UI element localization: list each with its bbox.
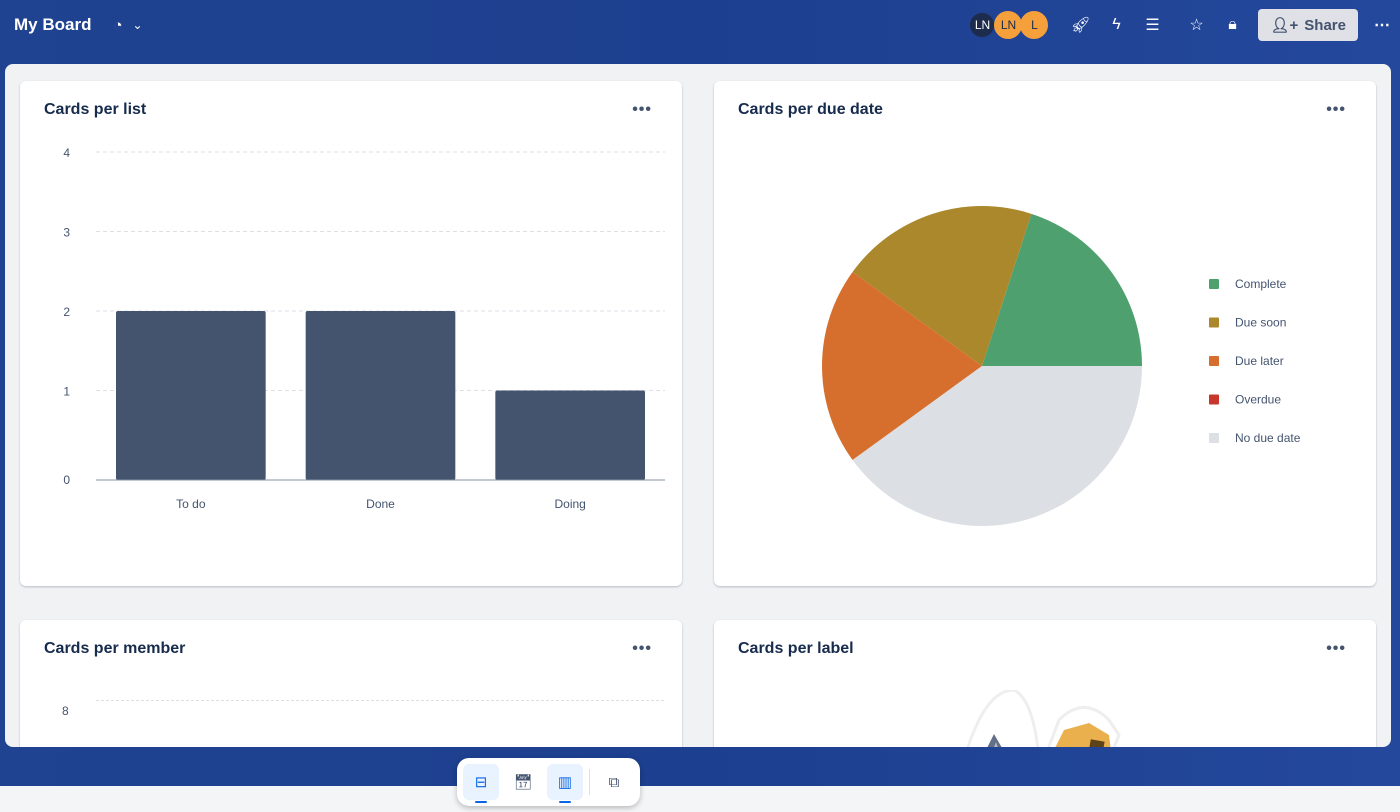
divider	[589, 769, 590, 795]
board-header: My Board ◔ ⌄ LN LN L 🚀︎ ϟ ☰ ☆ 🔒︎ 👤︎+ Shar…	[0, 0, 1400, 50]
legend-swatch	[1209, 433, 1219, 443]
legend-label: Due later	[1235, 354, 1284, 368]
legend-swatch	[1209, 279, 1219, 289]
lock-icon[interactable]: 🔒︎	[1228, 16, 1237, 33]
card-cards-per-list: Cards per list ••• 0 1 2 3 4 To do Done Doing	[20, 81, 682, 586]
pie-slice	[852, 366, 1142, 526]
y-tick-label: 0	[63, 473, 70, 487]
more-options-icon[interactable]: •••	[632, 640, 652, 657]
bar	[495, 390, 645, 480]
dashboard-view-icon[interactable]: ◔ ⌄	[113, 16, 143, 34]
star-icon[interactable]: ☆	[1189, 17, 1204, 34]
card-title: Cards per member	[44, 640, 186, 657]
empty-state-illustration	[966, 690, 1121, 747]
bar	[305, 310, 456, 480]
card-cards-per-label: Cards per label •••	[714, 620, 1376, 747]
legend-swatch	[1209, 394, 1219, 405]
y-tick-label: 4	[63, 146, 70, 160]
x-tick-label: To do	[176, 497, 206, 511]
card-cards-per-member: Cards per member ••• 8	[20, 620, 682, 747]
avatar[interactable]: L	[1020, 11, 1049, 39]
bar	[116, 310, 266, 480]
card-cards-per-due-date: Cards per due date ••• Complete Due soon D…	[714, 81, 1376, 586]
bar-chart: 0 1 2 3 4 To do Done Doing	[63, 146, 665, 511]
more-options-icon[interactable]: •••	[1326, 101, 1346, 118]
card-title: Cards per due date	[738, 101, 883, 118]
page-footer	[0, 786, 1400, 812]
more-icon[interactable]: ⋯	[1374, 17, 1390, 34]
pie-chart: Complete Due soon Due later Overdue No due d…	[822, 206, 1301, 526]
inbox-button[interactable]: ⊟	[463, 764, 499, 803]
gridline	[96, 700, 664, 701]
inbox-icon: ⊟	[474, 774, 488, 791]
x-tick-label: Done	[366, 497, 395, 511]
board-columns-icon: ▥	[557, 774, 573, 791]
card-title: Cards per label	[738, 640, 854, 657]
automation-lightning-icon[interactable]: ϟ	[1112, 16, 1121, 33]
legend-swatch	[1209, 317, 1219, 328]
card-title: Cards per list	[44, 101, 147, 118]
switch-boards-icon: ⧉	[608, 773, 620, 791]
switch-boards-button[interactable]: ⧉	[596, 764, 632, 800]
y-tick-label: 1	[63, 384, 70, 398]
pie-slice	[982, 213, 1142, 366]
legend-label: Overdue	[1235, 393, 1281, 407]
legend-label: Complete	[1235, 277, 1287, 291]
pie-slice	[852, 206, 1032, 366]
y-tick-label: 8	[62, 704, 69, 718]
power-ups-rocket-icon[interactable]: 🚀︎	[1070, 17, 1091, 34]
share-button[interactable]: 👤︎+ Share	[1258, 9, 1358, 41]
more-options-icon[interactable]: •••	[1326, 640, 1346, 657]
filter-icon[interactable]: ☰	[1145, 17, 1160, 34]
pie-slice	[822, 271, 982, 461]
legend-label: Due soon	[1235, 316, 1286, 330]
planner-button[interactable]: 📅︎	[505, 764, 541, 800]
avatar[interactable]: LN	[968, 11, 997, 39]
dashboard: Cards per list ••• 0 1 2 3 4 To do Done Doing C…	[5, 64, 1391, 747]
calendar-icon: 📅︎	[513, 774, 533, 791]
legend-label: No due date	[1235, 431, 1301, 445]
legend-swatch	[1209, 356, 1219, 366]
y-tick-label: 3	[63, 225, 70, 239]
more-options-icon[interactable]: •••	[632, 101, 652, 118]
add-person-icon: 👤︎+	[1270, 17, 1299, 34]
x-tick-label: Doing	[554, 497, 585, 511]
board-title[interactable]: My Board	[14, 15, 92, 34]
view-switcher: ⊟ 📅︎ ▥ ⧉	[457, 758, 640, 806]
board-button[interactable]: ▥	[547, 764, 583, 803]
avatar[interactable]: LN	[994, 11, 1023, 39]
y-tick-label: 2	[63, 305, 70, 319]
